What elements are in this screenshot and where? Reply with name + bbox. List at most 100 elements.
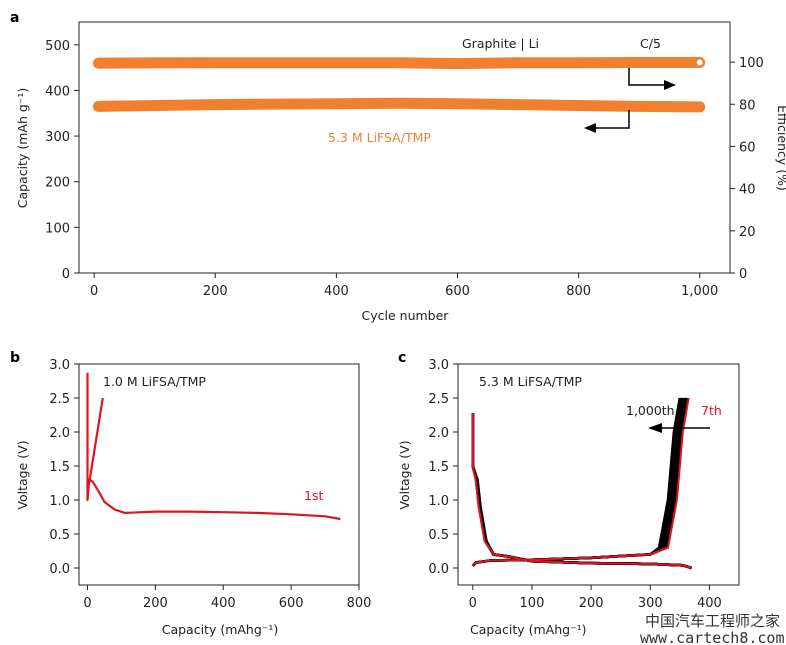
b-xtick-label: 800 <box>347 596 372 611</box>
c-discharge-curve <box>471 413 692 569</box>
c-xtick-label: 100 <box>520 596 545 611</box>
a-capacity-point <box>694 101 705 112</box>
a-ytick-label: 0 <box>62 267 70 282</box>
a-xtick-label: 200 <box>203 284 228 299</box>
a-efficiency-point <box>210 57 221 68</box>
c-ytick-label: 2.0 <box>428 426 449 441</box>
a-xtick-label: 600 <box>445 284 470 299</box>
a-efficiency-point <box>331 57 342 68</box>
a-efficiency-point <box>149 57 160 68</box>
c-frame <box>457 363 740 586</box>
b-ytick-label: 0.0 <box>49 562 70 577</box>
a-efficiency-point <box>93 58 104 69</box>
a-ytick-label: 300 <box>45 130 70 145</box>
a-frame <box>78 21 731 274</box>
c-ytick-label: 0.5 <box>428 528 449 543</box>
a-ytick-label: 400 <box>45 84 70 99</box>
watermark-url: www.cartech8.com <box>640 629 785 645</box>
b-curve-2 <box>88 397 104 484</box>
b-xtick-label: 0 <box>83 596 91 611</box>
c-charge-curve <box>471 397 684 567</box>
c-annotation-last: 1,000th <box>626 403 675 418</box>
a-efficiency-point <box>452 58 463 69</box>
a-ytick-label: 500 <box>45 39 70 54</box>
a-ytick-label: 200 <box>45 176 70 191</box>
a-arrow-left <box>592 110 630 129</box>
a-capacity-point <box>270 99 281 110</box>
panel-label-c: c <box>398 350 406 366</box>
c-charge-curve <box>471 397 683 567</box>
c-charge-curve <box>471 397 687 567</box>
a-capacity-point <box>93 101 104 112</box>
panel-label-b: b <box>10 350 20 366</box>
a-annotation-electrolyte: 5.3 M LiFSA/TMP <box>328 130 431 145</box>
c-xtick-label: 200 <box>579 596 604 611</box>
a-xlabel: Cycle number <box>362 308 450 323</box>
a-ylabel: Capacity (mAh g⁻¹) <box>15 88 30 209</box>
c-ylabel: Voltage (V) <box>397 440 412 509</box>
b-frame <box>78 363 360 586</box>
a-y2tick-label: 60 <box>739 140 756 155</box>
a-xtick-label: 0 <box>90 284 98 299</box>
c-ytick-label: 2.5 <box>428 392 449 407</box>
c-xtick-label: 400 <box>697 596 722 611</box>
c-charge-curve <box>471 397 688 567</box>
a-arrow-right <box>628 68 668 86</box>
b-ytick-label: 0.5 <box>49 528 70 543</box>
a-arrow-right-head <box>664 80 676 90</box>
a-annotation-cell: Graphite | Li <box>462 36 539 51</box>
a-capacity-point <box>452 98 463 109</box>
b-annotation-cycle: 1st <box>304 488 323 503</box>
a-capacity-point <box>573 100 584 111</box>
c-ytick-label: 1.5 <box>428 460 449 475</box>
b-xlabel: Capacity (mAhg⁻¹) <box>162 622 279 637</box>
a-efficiency-point <box>513 57 524 68</box>
a-y2tick-label: 100 <box>739 56 764 71</box>
a-efficiency-last-point <box>695 58 704 67</box>
watermark-cn: 中国汽车工程师之家 <box>645 612 780 630</box>
c-xtick-label: 0 <box>469 596 477 611</box>
c-ytick-label: 1.0 <box>428 494 449 509</box>
b-ytick-label: 2.0 <box>49 426 70 441</box>
c-ytick-label: 3.0 <box>428 358 449 373</box>
a-xtick-label: 400 <box>324 284 349 299</box>
b-ytick-label: 2.5 <box>49 392 70 407</box>
c-charge-curve <box>472 397 690 567</box>
a-arrow-left-head <box>584 123 596 133</box>
a-y2tick-label: 20 <box>739 225 756 240</box>
a-y2tick-label: 0 <box>739 267 747 282</box>
c-charge-curve <box>471 397 682 567</box>
b-ytick-label: 3.0 <box>49 358 70 373</box>
a-y2tick-label: 40 <box>739 183 756 198</box>
a-efficiency-point <box>573 57 584 68</box>
a-capacity-point <box>331 98 342 109</box>
c-arrow-head <box>648 423 662 433</box>
a-capacity-point <box>634 101 645 112</box>
a-ytick-label: 100 <box>45 221 70 236</box>
c-annotation-first: 7th <box>701 403 722 418</box>
a-efficiency-point <box>391 57 402 68</box>
panel-label-a: a <box>10 10 19 26</box>
a-capacity-point <box>513 99 524 110</box>
b-xtick-label: 200 <box>143 596 168 611</box>
b-xtick-label: 600 <box>279 596 304 611</box>
a-y2label: Efficiency (%) <box>775 105 786 191</box>
b-ytick-label: 1.0 <box>49 494 70 509</box>
a-annotation-rate: C/5 <box>640 36 661 51</box>
b-annotation-electrolyte: 1.0 M LiFSA/TMP <box>103 374 206 389</box>
a-xtick-label: 1,000 <box>681 284 718 299</box>
a-efficiency-point <box>270 57 281 68</box>
c-charge-curve <box>471 397 689 567</box>
c-xtick-label: 300 <box>638 596 663 611</box>
c-charge-curve <box>471 397 685 567</box>
a-capacity-point <box>210 99 221 110</box>
c-ytick-label: 0.0 <box>428 562 449 577</box>
b-ylabel: Voltage (V) <box>15 440 30 509</box>
b-xtick-label: 400 <box>211 596 236 611</box>
a-y2tick-label: 80 <box>739 98 756 113</box>
a-efficiency-point <box>634 57 645 68</box>
a-xtick-label: 800 <box>566 284 591 299</box>
a-capacity-point <box>149 100 160 111</box>
